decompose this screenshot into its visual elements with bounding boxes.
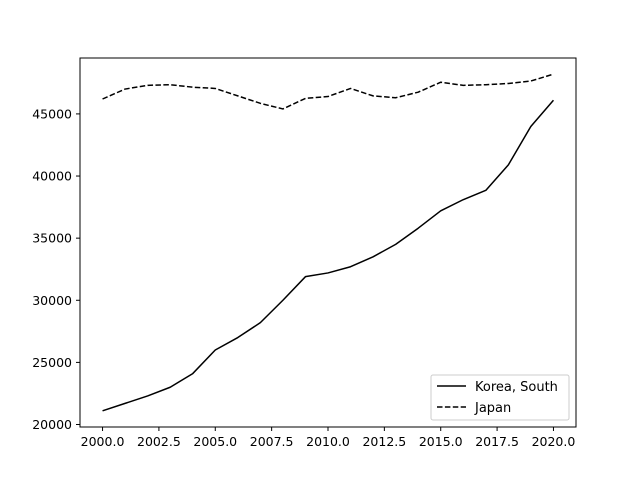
x-tick-label: 2010.0 <box>306 434 350 449</box>
x-tick-label: 2000.0 <box>81 434 125 449</box>
x-tick-label: 2020.0 <box>532 434 576 449</box>
y-tick-label: 30000 <box>32 293 72 308</box>
y-tick-label: 35000 <box>32 231 72 246</box>
x-tick-label: 2017.5 <box>475 434 519 449</box>
y-tick-label: 40000 <box>32 169 72 184</box>
legend-label-korea-south: Korea, South <box>475 380 558 395</box>
x-tick-label: 2005.0 <box>193 434 237 449</box>
plot-area <box>80 58 576 427</box>
x-tick-label: 2012.5 <box>362 434 406 449</box>
x-tick-label: 2002.5 <box>137 434 181 449</box>
series-layer <box>102 73 555 412</box>
y-tick-label: 45000 <box>32 106 72 121</box>
axes-layer: 2000.0 2002.5 2005.0 2007.5 2010.0 2012.5 2015… <box>32 106 575 449</box>
series-line-japan <box>102 73 554 110</box>
legend-label-japan: Japan <box>474 401 511 416</box>
x-tick-label: 2015.0 <box>419 434 463 449</box>
x-tick-label: 2007.5 <box>250 434 294 449</box>
plot-frame <box>79 57 577 428</box>
y-tick-label: 20000 <box>32 417 72 432</box>
y-tick-label: 25000 <box>32 355 72 370</box>
series-line-korea-south <box>102 99 555 412</box>
legend: Korea, South Japan <box>430 374 570 421</box>
